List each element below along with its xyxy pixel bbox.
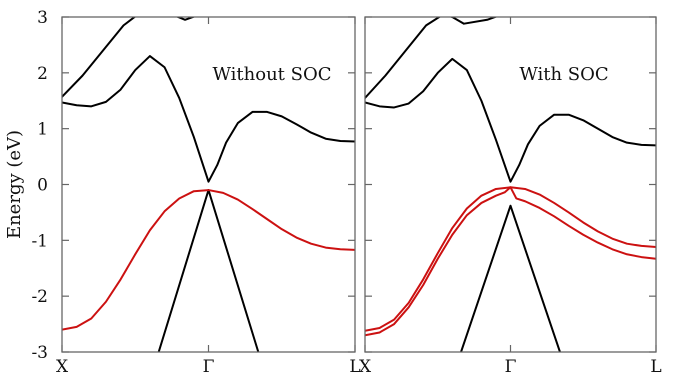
valence-band-line <box>62 189 355 331</box>
conduction-band-line <box>62 17 196 98</box>
panel-title: With SOC <box>519 64 608 85</box>
y-tick-label: 0 <box>37 176 48 196</box>
conduction-band-line <box>62 55 355 183</box>
y-tick-label: -2 <box>31 287 48 307</box>
y-tick-label: 3 <box>37 8 48 28</box>
y-tick-label: -1 <box>31 231 48 251</box>
band-lines <box>62 17 355 352</box>
conduction-band-line <box>460 204 561 352</box>
x-tick-label: L <box>650 357 661 377</box>
x-tick-label: X <box>359 357 372 377</box>
chart-root: Energy (eV) 3 2 1 0 -1 -2 -3 X Γ L Without SOC X Γ L Wi… <box>4 8 662 377</box>
x-tick-label: L <box>349 357 360 377</box>
y-tick-label: 2 <box>37 64 48 84</box>
conduction-band-line <box>365 17 498 99</box>
valence-band-line <box>365 186 656 337</box>
y-tick-label: -3 <box>31 343 48 363</box>
panel-2: X Γ L With SOC <box>359 16 662 377</box>
panel-1: X Γ L Without SOC <box>56 16 361 377</box>
x-tick-label: Γ <box>505 357 517 377</box>
y-axis-title: Energy (eV) <box>4 130 25 239</box>
conduction-band-line <box>365 57 656 183</box>
band-lines <box>365 17 656 352</box>
y-tick-label: 1 <box>37 120 48 140</box>
x-tick-label: X <box>56 357 69 377</box>
panel-title: Without SOC <box>212 64 331 85</box>
x-tick-label: Γ <box>203 357 215 377</box>
conduction-band-line <box>157 189 260 352</box>
